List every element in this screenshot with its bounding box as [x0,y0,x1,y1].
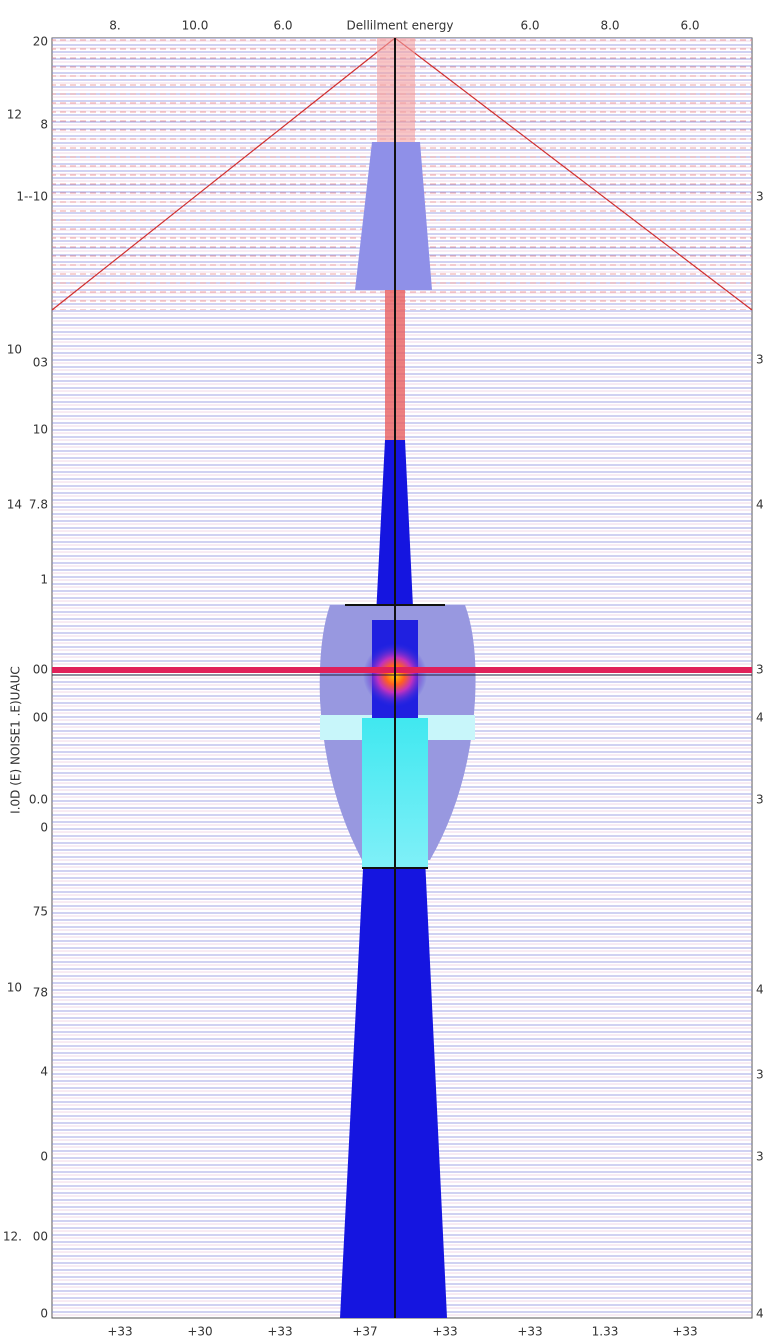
bottom-tick-label: +33 [517,1325,542,1339]
left-tick-label: 03 [33,356,48,370]
bottom-tick-label: +30 [187,1325,212,1339]
left-tick-label: 12. [3,1230,22,1244]
left-tick-label: 00 [33,711,48,725]
left-tick-label: 4 [40,1065,48,1079]
right-tick-label: 4 [756,498,764,512]
left-tick-label: 78 [33,986,48,1000]
left-tick-label: 0 [40,821,48,835]
left-tick-label: 14 [7,498,22,512]
left-tick-label: 00 [33,1230,48,1244]
left-tick-label: 75 [33,905,48,919]
left-tick-labels: 20 12 8 1--10 10 03 10 14 7.8 1 00 00 0.… [3,35,48,1321]
right-tick-label: 3 [756,793,764,807]
top-axis-title: Dellilment energy [347,19,454,33]
left-tick-label: 20 [33,35,48,49]
left-tick-label: 0.0 [29,793,48,807]
left-tick-label: 1--10 [16,190,48,204]
right-tick-label: 3 [756,1150,764,1164]
left-tick-label: 1 [40,573,48,587]
bottom-tick-label: +37 [352,1325,377,1339]
left-tick-label: 7.8 [29,498,48,512]
plot-area [51,37,753,1319]
top-tick-label: 8.0 [600,19,619,33]
right-tick-label: 3 [756,663,764,677]
bottom-tick-label: 1.33 [592,1325,619,1339]
right-tick-label: 3 [756,190,764,204]
right-tick-label: 3 [756,353,764,367]
left-tick-label: 12 [7,108,22,122]
top-tick-label: 6.0 [680,19,699,33]
bottom-tick-labels: +33 +30 +33 +37 +33 +33 1.33 +33 [107,1325,697,1339]
left-tick-label: 10 [7,343,22,357]
right-tick-label: 3 [756,1068,764,1082]
bottom-tick-label: +33 [267,1325,292,1339]
right-tick-labels: 3 3 4 3 4 3 4 3 3 4 [756,190,764,1321]
bottom-tick-label: +33 [432,1325,457,1339]
left-tick-label: 0 [40,1150,48,1164]
right-tick-label: 4 [756,711,764,725]
bottom-tick-label: +33 [672,1325,697,1339]
left-tick-label: 10 [7,981,22,995]
left-tick-label: 10 [33,423,48,437]
right-tick-label: 4 [756,1307,764,1321]
bottom-tick-label: +33 [107,1325,132,1339]
top-tick-label: 6.0 [520,19,539,33]
left-tick-label: 8 [40,118,48,132]
left-axis-title: I.0D (E) NOISE1 .E)UAUC [9,666,23,814]
left-tick-label: 0 [40,1307,48,1321]
right-tick-label: 4 [756,983,764,997]
top-tick-label: 8. [109,19,120,33]
left-tick-label: 00 [33,663,48,677]
top-tick-label: 6.0 [273,19,292,33]
top-tick-label: 10.0 [182,19,209,33]
